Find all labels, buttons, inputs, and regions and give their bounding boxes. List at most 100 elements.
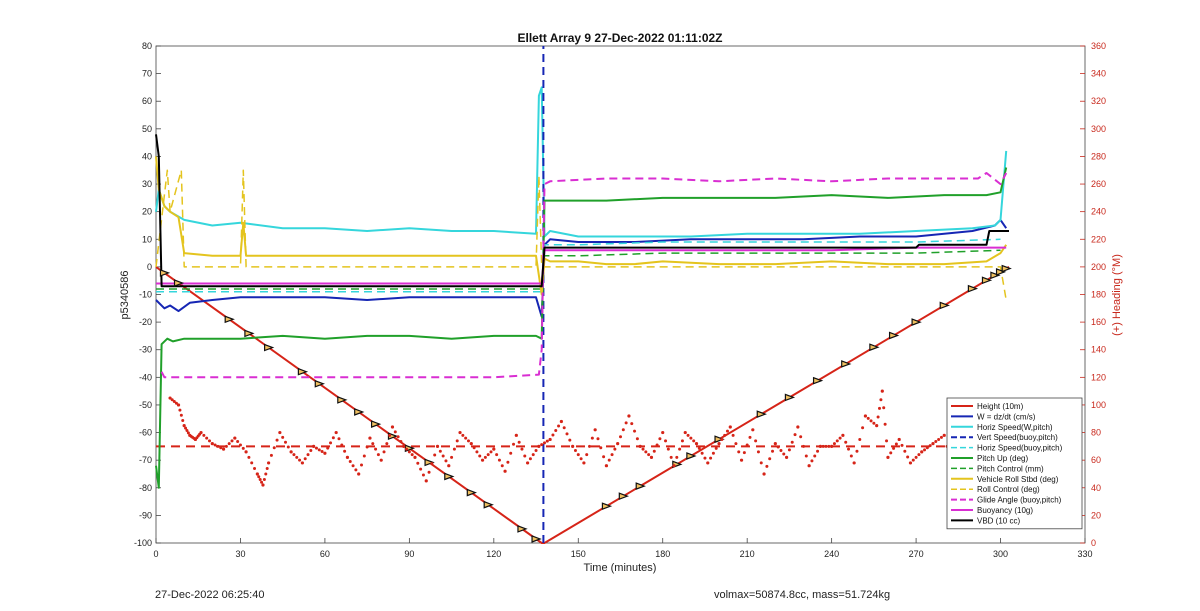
heading-point	[700, 451, 704, 455]
heading-point	[185, 428, 189, 432]
heading-point	[503, 469, 507, 473]
heading-point	[357, 472, 361, 476]
legend-label: Vehicle Roll Stbd (deg)	[977, 475, 1059, 484]
x-tick-label: 0	[153, 549, 158, 559]
height-marker	[967, 284, 979, 293]
heading-point	[931, 442, 935, 446]
heading-point	[257, 475, 261, 479]
heading-point	[178, 408, 182, 412]
heading-point	[300, 461, 304, 465]
heading-point	[184, 426, 188, 430]
heading-point	[241, 446, 245, 450]
x-tick-label: 300	[993, 549, 1008, 559]
heading-point	[469, 442, 473, 446]
series-line-9	[160, 172, 1008, 379]
heading-point	[728, 425, 732, 429]
heading-point	[849, 454, 853, 458]
heading-point	[514, 433, 518, 437]
y2-tick-label: 80	[1091, 428, 1101, 438]
heading-point	[281, 435, 285, 439]
heading-point	[739, 458, 744, 462]
x-tick-label: 60	[320, 549, 330, 559]
heading-point	[495, 453, 499, 457]
heading-point	[731, 433, 735, 437]
heading-point	[461, 433, 465, 437]
height-marker	[173, 279, 185, 287]
heading-point	[354, 468, 358, 472]
height-marker	[756, 410, 767, 419]
heading-point	[571, 444, 575, 448]
heading-point	[784, 455, 789, 460]
y2-tick-label: 340	[1091, 69, 1106, 79]
height-marker	[531, 535, 542, 543]
heading-point	[424, 479, 428, 483]
heading-point	[582, 461, 586, 465]
y2-tick-label: 60	[1091, 455, 1101, 465]
y2-tick-label: 260	[1091, 179, 1106, 189]
heading-point	[658, 437, 662, 441]
series-group	[155, 46, 1012, 544]
heading-point	[882, 406, 886, 410]
height-marker	[354, 408, 365, 416]
heading-point	[914, 455, 918, 459]
heading-point	[216, 444, 220, 448]
heading-point	[669, 455, 673, 459]
y-tick-label: 60	[142, 96, 152, 106]
heading-point	[221, 447, 226, 451]
heading-point	[444, 459, 448, 463]
height-marker	[264, 343, 275, 352]
heading-point	[176, 403, 181, 407]
y-tick-label: 70	[142, 69, 152, 79]
heading-point	[928, 444, 932, 448]
height-marker	[869, 343, 880, 352]
heading-point	[672, 464, 676, 468]
height-marker	[244, 329, 255, 338]
heading-point	[661, 430, 665, 435]
heading-point	[844, 440, 848, 444]
heading-point	[590, 436, 594, 440]
heading-point	[506, 460, 510, 464]
heading-point	[790, 440, 794, 444]
y-tick-label: 50	[142, 124, 152, 134]
heading-point	[694, 442, 699, 446]
height-marker	[714, 435, 725, 444]
heading-point	[413, 455, 417, 460]
heading-point	[486, 453, 490, 457]
heading-point	[613, 447, 617, 451]
heading-point	[329, 441, 333, 445]
height-marker	[224, 315, 235, 324]
y2-tick-label: 160	[1091, 317, 1106, 327]
height-marker	[841, 360, 852, 368]
series-line-1	[155, 218, 1008, 318]
y2-tick-label: 280	[1091, 151, 1106, 161]
heading-point	[489, 450, 493, 454]
heading-point	[362, 454, 366, 458]
heading-point	[830, 444, 834, 448]
heading-point	[542, 441, 546, 445]
legend-label: Pitch Control (mm)	[977, 464, 1044, 473]
series-line-7	[155, 156, 1008, 296]
heading-point	[236, 440, 240, 444]
heading-point	[360, 463, 364, 467]
heading-point	[703, 456, 707, 460]
heading-point	[610, 453, 614, 457]
heading-point	[253, 466, 257, 470]
legend-label: Pitch Up (deg)	[977, 454, 1028, 463]
heading-point	[807, 464, 811, 468]
y2-tick-label: 360	[1091, 41, 1106, 51]
heading-point	[604, 464, 609, 468]
heading-point	[599, 446, 603, 450]
heading-point	[801, 444, 805, 448]
heading-point	[725, 429, 729, 433]
height-marker	[939, 301, 950, 310]
heading-point	[934, 440, 938, 444]
heading-point	[568, 438, 572, 442]
mass-footer: volmax=50874.8cc, mass=51.724kg	[714, 589, 891, 601]
y-tick-label: -60	[139, 428, 152, 438]
heading-point	[399, 440, 403, 444]
heading-point	[557, 424, 561, 428]
x-tick-label: 120	[486, 549, 501, 559]
heading-point	[872, 421, 876, 425]
heading-point	[376, 453, 380, 457]
